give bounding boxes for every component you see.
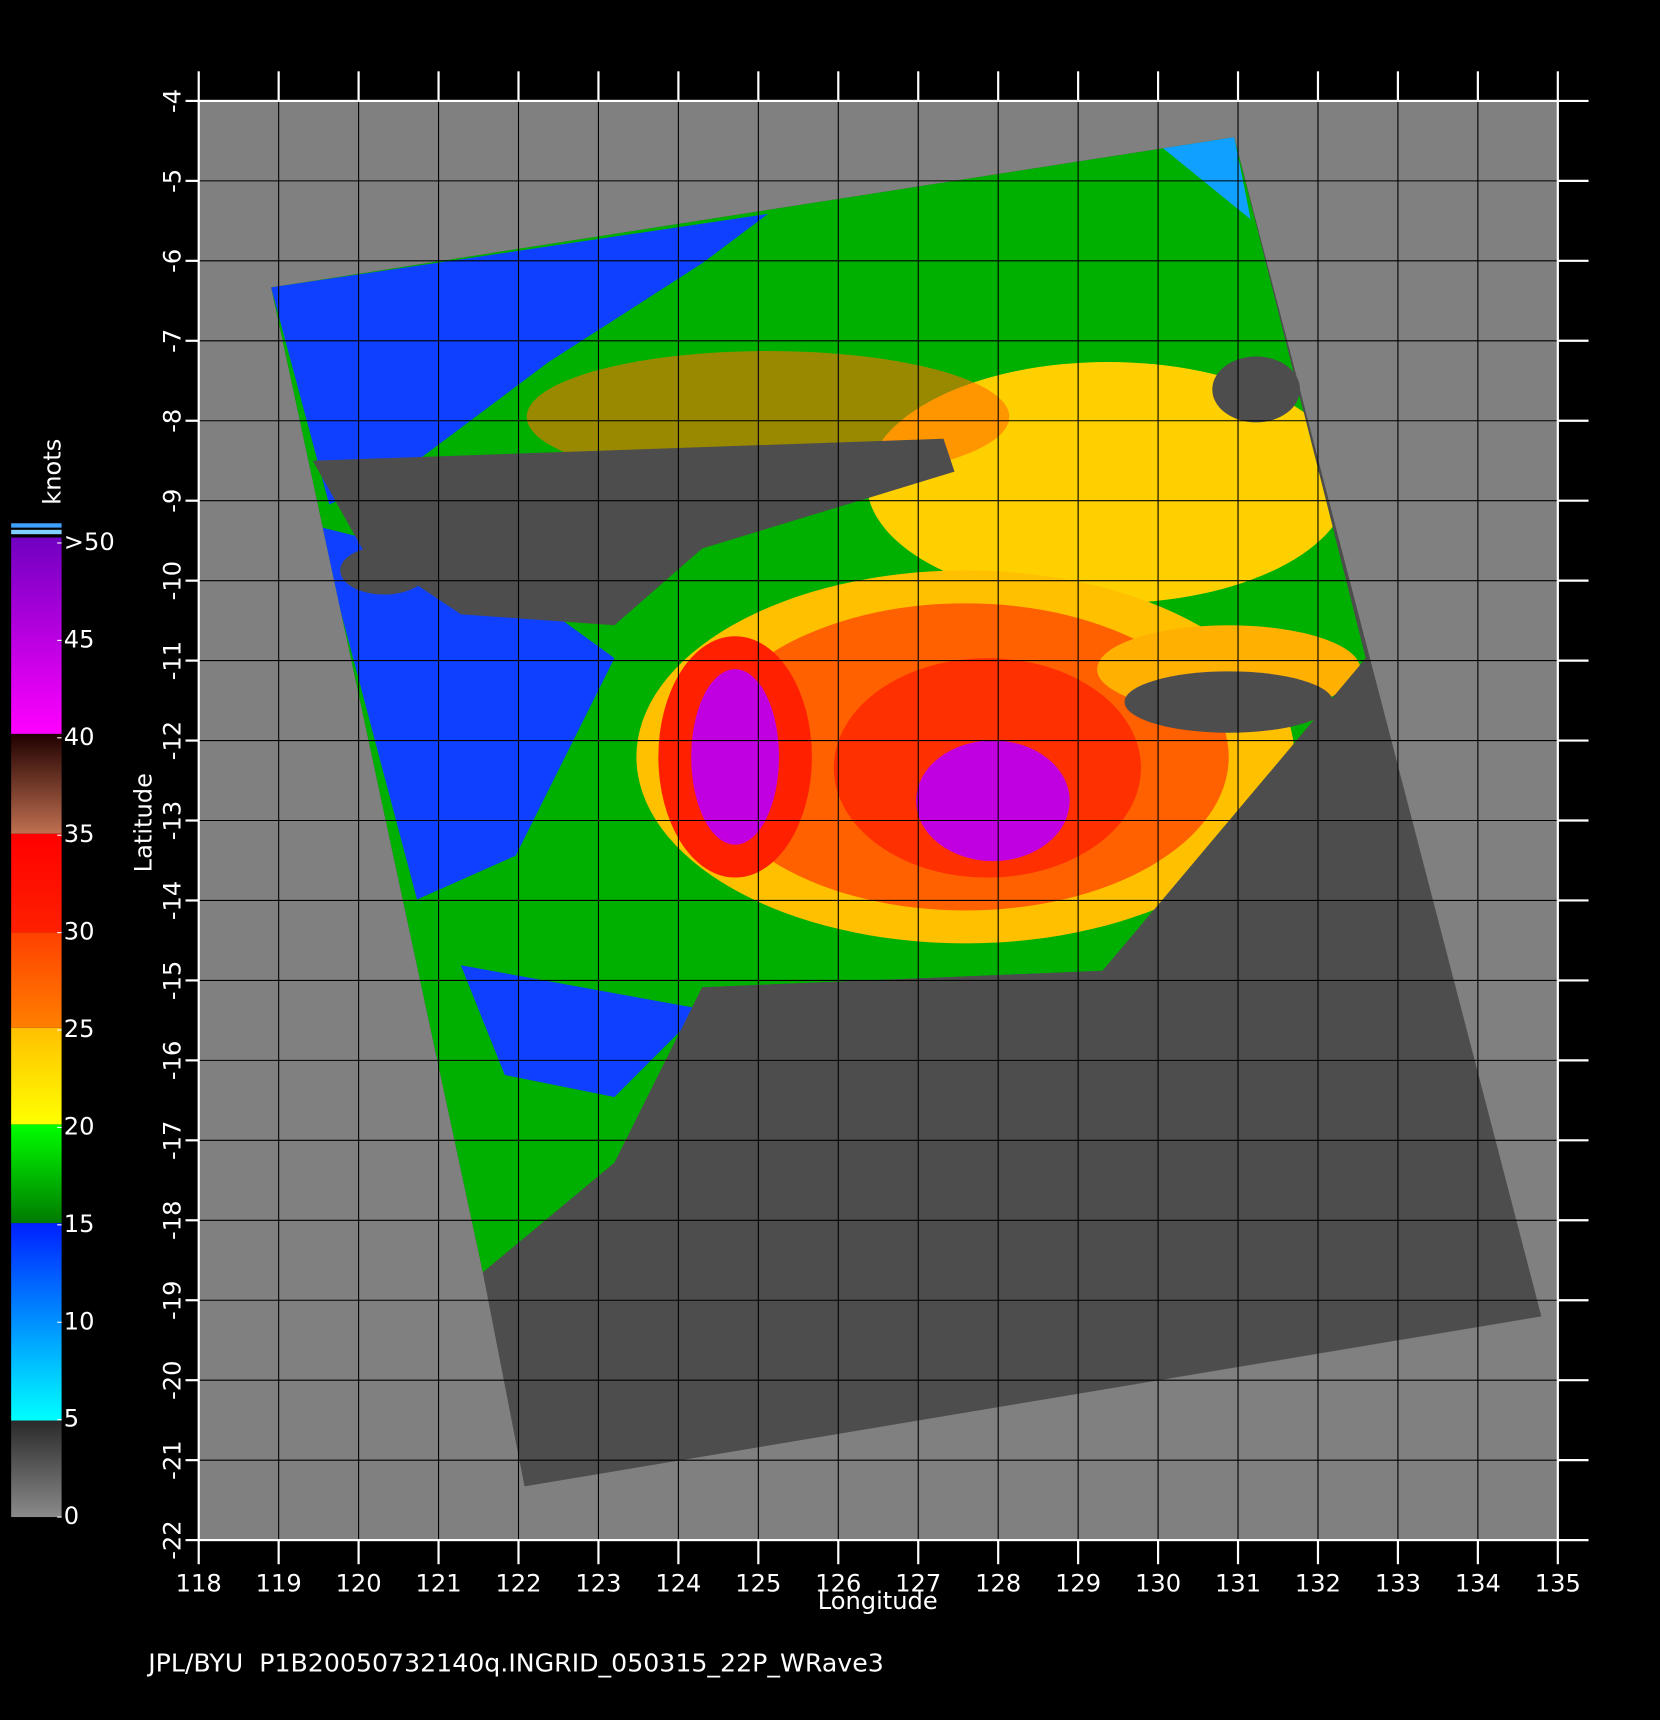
colorbar-tick-label: 15 [64,1210,95,1238]
y-tick-label: -14 [158,881,186,920]
y-tick-label: -20 [158,1360,186,1399]
colorbar-label: knots [38,439,66,505]
y-tick-label: -8 [158,409,186,433]
colorbar-tick-label: 20 [64,1112,95,1140]
y-tick-label: -11 [158,641,186,680]
ticks: 118 119 120 121 122 123 124 125 126 127 128 129 130 1… [158,71,1589,1598]
y-axis-label: Latitude [130,773,158,872]
x-tick-label: 118 [176,1570,222,1598]
x-tick-label: 125 [735,1570,781,1598]
x-tick-label: 131 [1215,1570,1261,1598]
y-tick-label: -4 [158,89,186,113]
x-tick-label: 135 [1535,1570,1581,1598]
y-tick-label: -15 [158,961,186,1000]
colorbar-tick-label: 25 [64,1015,95,1043]
x-tick-label: 124 [655,1570,701,1598]
x-tick-label: 128 [975,1570,1021,1598]
footer: JPL/BYU P1B20050732140q.INGRID_050315_22… [146,1649,884,1678]
low-wind-patches [312,356,1333,733]
x-tick-label: 121 [416,1570,462,1598]
colorbar-tick-label: 40 [64,723,95,751]
x-tick-label: 119 [256,1570,302,1598]
y-tick-label: -17 [158,1121,186,1160]
y-tick-label: -21 [158,1440,186,1479]
y-tick-label: -10 [158,561,186,600]
y-tick-label: -7 [158,329,186,353]
y-tick-label: -6 [158,249,186,273]
y-tick-label: -5 [158,169,186,193]
colorbar-tick-label: 0 [64,1502,79,1530]
x-tick-label: 132 [1295,1570,1341,1598]
x-tick-label: 120 [336,1570,382,1598]
colorbar-tick-label: >50 [64,528,115,556]
x-tick-label: 134 [1455,1570,1501,1598]
x-axis-label: Longitude [818,1587,938,1615]
x-tick-label: 129 [1055,1570,1101,1598]
colorbar-ticks: 0 5 10 15 20 25 30 35 40 45 >50 [57,528,115,1530]
x-tick-label: 122 [495,1570,541,1598]
y-tick-label: -22 [158,1520,186,1559]
y-tick-label: -16 [158,1041,186,1080]
y-tick-label: -13 [158,801,186,840]
colorbar [11,523,62,1518]
y-tick-label: -12 [158,721,186,760]
x-tick-label: 127 [895,1570,941,1598]
y-tick-label: -18 [158,1201,186,1240]
colorbar-tick-label: 45 [64,625,95,653]
colorbar-tick-label: 10 [64,1307,95,1335]
y-tick-label: -9 [158,489,186,513]
colorbar-tick-label: 35 [64,820,95,848]
colorbar-tick-label: 5 [64,1405,79,1433]
x-tick-label: 133 [1375,1570,1421,1598]
x-tick-label: 130 [1135,1570,1181,1598]
x-tick-label: 123 [575,1570,621,1598]
x-tick-label: 126 [815,1570,861,1598]
colorbar-tick-label: 30 [64,918,95,946]
y-tick-label: -19 [158,1281,186,1320]
